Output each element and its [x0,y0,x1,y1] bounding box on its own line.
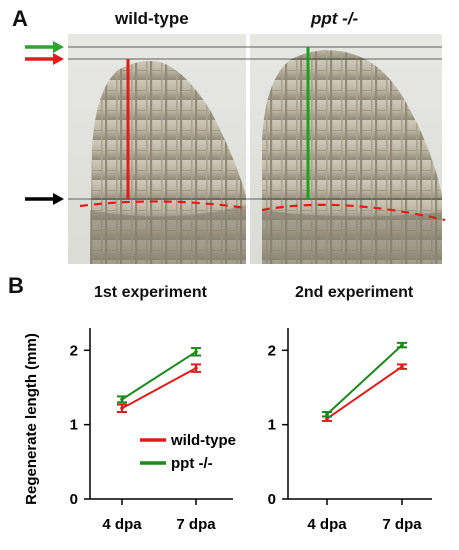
chart-2-y-tick-label-2: 2 [268,342,276,359]
panel-b-charts: Regenerate length (mm) 0 1 2 4 dpa 7 dpa 0 1 2… [23,328,432,533]
chart-1-axes [89,328,233,500]
ppt-fin-image [250,34,442,264]
red-arrow-icon [25,53,64,65]
legend-ppt-label: ppt -/- [171,455,213,472]
chart-1-series-0-line [121,367,197,410]
panel-b-label: B [8,273,24,298]
chart-2-series-0-point-1 [400,364,404,369]
chart-2-series-0-line [326,365,403,420]
chart-2-axes [287,328,432,500]
chart-2-series-1-point-0 [325,412,329,417]
green-arrow-icon [25,41,64,53]
wild-type-column-title: wild-type [115,9,189,28]
chart-1-y-tick-label-0: 0 [70,491,78,508]
chart-1-series-0-point-1 [194,366,198,370]
y-axis-label: Regenerate length (mm) [23,333,40,505]
chart-2-x-tick-label-0: 4 dpa [307,516,347,533]
chart-2-y-tick-label-1: 1 [268,417,276,434]
legend: wild-type ppt -/- [140,432,236,472]
ppt-column-title: ppt -/- [311,9,359,28]
chart-2-series-0-point-0 [325,416,329,421]
chart-1-series-1-point-1 [194,349,198,354]
wild-type-fin-image [68,34,246,264]
chart-2-x-tick-label-1: 7 dpa [382,516,422,533]
ppt-amputation-plane [261,203,446,222]
chart-1-plot: 0 1 2 4 dpa 7 dpa [70,342,217,533]
chart-1-y-tick-label-1: 1 [70,417,78,434]
chart-1-series-0-point-0 [120,406,124,411]
chart-1-x-tick-label-0: 4 dpa [102,516,142,533]
panel-a-label: A [12,6,28,31]
chart-2-plot: 0 1 2 4 dpa 7 dpa [268,341,422,533]
chart-2-title: 2nd experiment [295,284,414,301]
chart-1-series-1-point-0 [120,397,124,402]
chart-2-y-tick-label-0: 0 [268,491,276,508]
chart-1-title: 1st experiment [94,284,207,301]
chart-2-series-1-line [326,344,403,415]
wild-type-amputation-plane [79,200,247,210]
chart-1-y-tick-label-2: 2 [70,342,78,359]
chart-2-series-1-point-1 [400,343,404,347]
black-arrow-icon [25,193,64,205]
panel-a-figure [25,34,446,264]
legend-wild-type-label: wild-type [170,432,236,449]
chart-1-x-tick-label-1: 7 dpa [176,516,216,533]
chart-1-series-1-line [121,350,197,401]
